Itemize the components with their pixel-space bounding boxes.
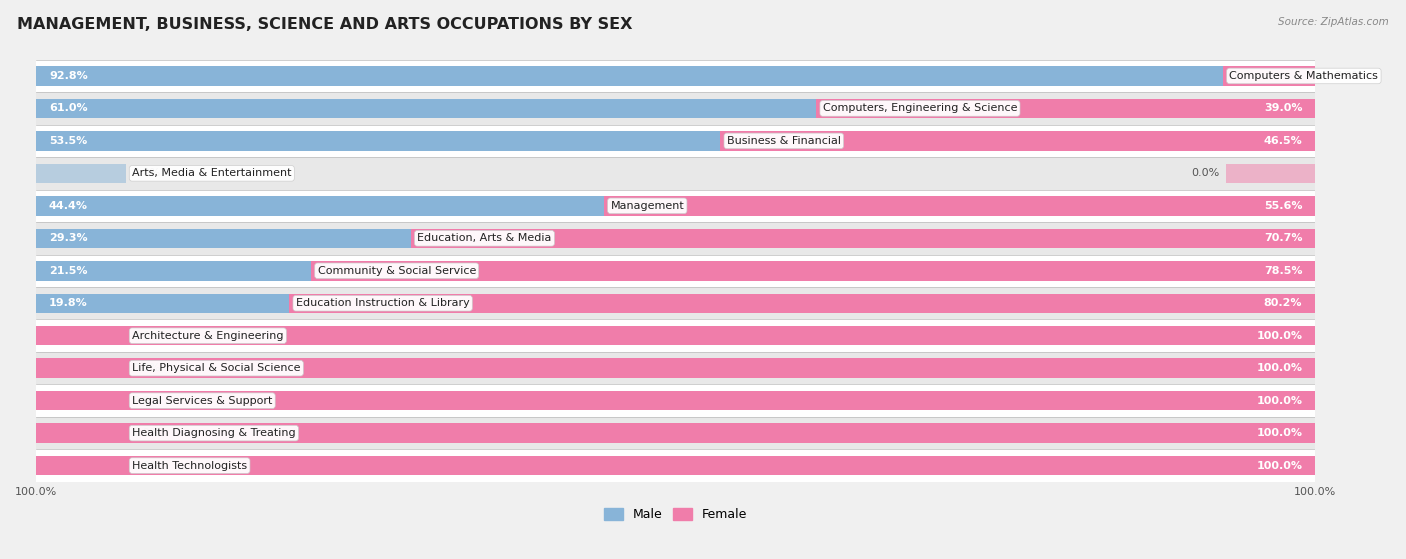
Bar [37,60,1315,92]
Text: 100.0%: 100.0% [1257,331,1302,341]
Bar [37,125,1315,157]
Bar [37,222,1315,254]
Bar [311,261,1315,281]
Bar [37,229,411,248]
Text: 44.4%: 44.4% [49,201,89,211]
Bar [37,423,1315,443]
Bar [37,423,125,443]
Bar [37,385,1315,417]
Bar [37,254,1315,287]
Text: Management: Management [610,201,685,211]
Text: 29.3%: 29.3% [49,233,87,243]
Bar [37,417,1315,449]
Bar [37,66,1223,86]
Bar [37,449,1315,482]
Bar [720,131,1315,150]
Text: 100.0%: 100.0% [1257,363,1302,373]
Text: 70.7%: 70.7% [1264,233,1302,243]
Bar [817,99,1315,118]
Bar [37,157,1315,190]
Text: 0.0%: 0.0% [132,461,160,471]
Text: Life, Physical & Social Science: Life, Physical & Social Science [132,363,301,373]
Bar [37,456,1315,475]
Bar [1226,164,1315,183]
Bar [37,326,1315,345]
Bar [411,229,1315,248]
Text: 19.8%: 19.8% [49,299,87,308]
Text: 55.6%: 55.6% [1264,201,1302,211]
Text: Computers, Engineering & Science: Computers, Engineering & Science [823,103,1017,113]
Text: Architecture & Engineering: Architecture & Engineering [132,331,284,341]
Text: 100.0%: 100.0% [1257,428,1302,438]
Bar [37,196,605,216]
Text: 21.5%: 21.5% [49,266,87,276]
Text: Computers & Mathematics: Computers & Mathematics [1229,71,1378,81]
Text: 80.2%: 80.2% [1264,299,1302,308]
Bar [37,320,1315,352]
Bar [37,164,125,183]
Bar [290,293,1315,313]
Bar [37,358,125,378]
Bar [37,190,1315,222]
Text: Source: ZipAtlas.com: Source: ZipAtlas.com [1278,17,1389,27]
Text: 46.5%: 46.5% [1264,136,1302,146]
Text: Health Diagnosing & Treating: Health Diagnosing & Treating [132,428,295,438]
Bar [37,293,290,313]
Text: 100.0%: 100.0% [1257,461,1302,471]
Bar [37,391,125,410]
Text: Health Technologists: Health Technologists [132,461,247,471]
Bar [37,287,1315,320]
Text: 0.0%: 0.0% [1191,168,1219,178]
Bar [37,391,1315,410]
Bar [37,358,1315,378]
Text: 0.0%: 0.0% [132,363,160,373]
Text: 53.5%: 53.5% [49,136,87,146]
Text: 0.0%: 0.0% [132,331,160,341]
Bar [37,92,1315,125]
Bar [37,131,720,150]
Text: 61.0%: 61.0% [49,103,87,113]
Text: 92.8%: 92.8% [49,71,87,81]
Text: Business & Financial: Business & Financial [727,136,841,146]
Text: Community & Social Service: Community & Social Service [318,266,475,276]
Text: Arts, Media & Entertainment: Arts, Media & Entertainment [132,168,291,178]
Bar [37,456,125,475]
Text: 100.0%: 100.0% [1257,396,1302,406]
Bar [37,352,1315,385]
Text: Education, Arts & Media: Education, Arts & Media [418,233,551,243]
Bar [605,196,1315,216]
Text: Education Instruction & Library: Education Instruction & Library [295,299,470,308]
Legend: Male, Female: Male, Female [599,503,752,526]
Bar [37,326,125,345]
Text: 78.5%: 78.5% [1264,266,1302,276]
Text: MANAGEMENT, BUSINESS, SCIENCE AND ARTS OCCUPATIONS BY SEX: MANAGEMENT, BUSINESS, SCIENCE AND ARTS O… [17,17,633,32]
Text: 0.0%: 0.0% [132,396,160,406]
Text: 39.0%: 39.0% [1264,103,1302,113]
Text: 0.0%: 0.0% [132,428,160,438]
Text: 7.2%: 7.2% [1334,71,1362,81]
Bar [37,261,311,281]
Text: 0.0%: 0.0% [132,168,160,178]
Bar [1223,66,1315,86]
Bar [37,99,817,118]
Text: Legal Services & Support: Legal Services & Support [132,396,273,406]
